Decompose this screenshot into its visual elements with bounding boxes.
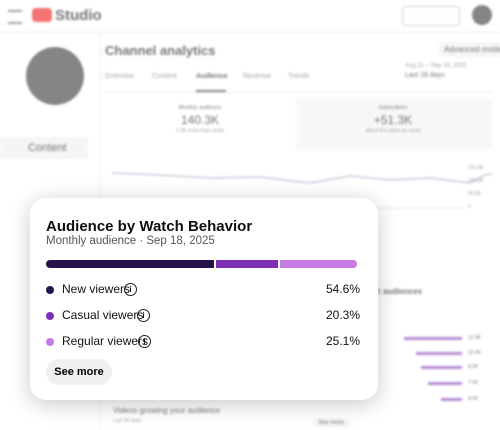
date-range[interactable]: Aug 21 – Sep 18, 2025 xyxy=(405,63,467,69)
period[interactable]: Last 28 days xyxy=(405,72,445,79)
legend-row: Regular viewers i 25.1% xyxy=(46,332,360,352)
menu-icon[interactable] xyxy=(8,10,22,24)
tab[interactable]: Audience xyxy=(196,73,228,80)
header-divider xyxy=(0,32,500,33)
audience-value: 9.2K xyxy=(468,364,479,370)
advanced-mode[interactable]: Advanced mode xyxy=(438,42,500,57)
logo xyxy=(32,8,52,22)
active-nav xyxy=(0,137,88,159)
stat-value: +51.3K xyxy=(373,113,413,127)
audience-bar xyxy=(441,398,462,401)
see-more[interactable]: See more xyxy=(312,418,351,428)
stat-label: Subscribers xyxy=(378,105,408,111)
audience-value: 4.6K xyxy=(468,396,479,402)
audience-bar xyxy=(420,366,462,369)
legend-name: Regular viewers xyxy=(62,334,149,348)
tab[interactable]: Overview xyxy=(105,73,135,80)
section-period: Last 90 days xyxy=(113,418,142,424)
legend-row: Casual viewers i 20.3% xyxy=(46,306,360,326)
legend-dot xyxy=(46,338,54,346)
audience-value: 10.2K xyxy=(468,350,482,356)
legend-name: Casual viewers xyxy=(62,308,144,322)
stacked-bar xyxy=(46,260,357,268)
info-icon[interactable]: i xyxy=(138,335,151,348)
stat-selected xyxy=(296,98,492,150)
page-title: Channel analytics xyxy=(105,43,216,58)
legend-percent: 20.3% xyxy=(325,308,360,322)
tabs-divider xyxy=(105,92,492,93)
audience-value: 7.5K xyxy=(468,380,479,386)
section-title: Videos growing your audience xyxy=(113,406,221,415)
info-icon[interactable]: i xyxy=(137,309,150,322)
section-title: t audiences xyxy=(378,287,423,296)
legend-percent: 25.1% xyxy=(325,334,360,348)
legend-dot xyxy=(46,312,54,320)
legend-dot xyxy=(46,286,54,294)
card-subtitle: Monthly audience · Sep 18, 2025 xyxy=(46,235,215,247)
axis-label: 100.0K xyxy=(468,178,484,184)
stat-note: 2.9K more than usual xyxy=(176,128,224,134)
nav-item[interactable]: Content xyxy=(28,142,67,154)
popup-card: Audience by Watch Behavior Monthly audie… xyxy=(30,198,378,400)
create-button[interactable] xyxy=(402,6,460,26)
channel-avatar xyxy=(26,47,84,105)
stat-value: 140.3K xyxy=(180,113,220,127)
axis-label: 50.0K xyxy=(468,191,482,197)
axis-label: 0 xyxy=(468,204,471,210)
legend-percent: 54.6% xyxy=(325,282,360,296)
audience-bar xyxy=(404,337,462,340)
tab[interactable]: Content xyxy=(152,73,177,80)
bar-segment xyxy=(279,260,357,268)
stat-label: Monthly audience xyxy=(178,105,222,111)
tab[interactable]: Revenue xyxy=(243,73,272,80)
card-title: Audience by Watch Behavior xyxy=(46,218,253,235)
legend-row: New viewers i 54.6% xyxy=(46,280,360,300)
tab[interactable]: Trends xyxy=(288,73,310,80)
bar-segment xyxy=(46,260,214,268)
info-icon[interactable]: i xyxy=(124,283,137,296)
app-name: Studio xyxy=(55,7,102,24)
trend-line xyxy=(111,172,493,184)
bar-segment xyxy=(215,260,278,268)
legend-name: New viewers xyxy=(62,282,131,296)
audience-bar xyxy=(416,352,462,355)
audience-bar xyxy=(428,382,462,385)
stat-note: about the same as usual xyxy=(365,128,421,134)
audience-value: 12.9K xyxy=(468,335,482,341)
axis-label: 150.0K xyxy=(468,165,484,171)
see-more-button[interactable]: See more xyxy=(46,359,112,385)
tab-underline xyxy=(196,90,226,92)
account-avatar[interactable] xyxy=(472,5,492,25)
